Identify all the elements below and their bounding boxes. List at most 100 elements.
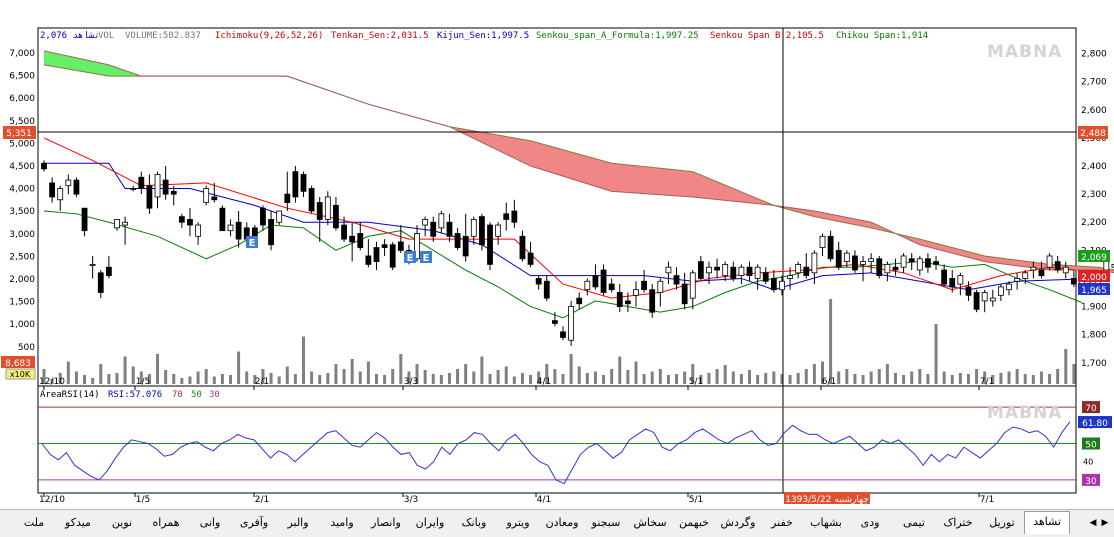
- symbol-tab[interactable]: والبر: [287, 516, 309, 529]
- candle-body: [689, 272, 696, 299]
- candle-body: [470, 219, 477, 237]
- volume-bar: [942, 371, 946, 384]
- candle-body: [203, 188, 210, 203]
- rsi-title: AreaRSI(14): [40, 390, 100, 400]
- left-axis-tick: 4,000: [9, 185, 35, 195]
- candle-body: [454, 233, 461, 248]
- symbol-tab[interactable]: وانی: [199, 516, 221, 529]
- candle-body: [65, 179, 72, 187]
- symbol-tab[interactable]: سخاش: [633, 516, 667, 529]
- volume-bar: [569, 354, 573, 384]
- volume-bar: [180, 378, 184, 384]
- volume-value-badge: [1, 356, 35, 368]
- symbol-tab[interactable]: همراه: [152, 516, 180, 529]
- volume-bar: [188, 376, 192, 384]
- event-marker-icon: [246, 236, 258, 248]
- volume-bar: [602, 375, 606, 384]
- symbol-tab[interactable]: ویترو: [506, 516, 530, 529]
- volume-bar: [58, 373, 62, 384]
- volume-bar: [642, 374, 646, 384]
- tab-scroll-right-icon[interactable]: ▶: [1101, 518, 1109, 528]
- volume-bar: [293, 374, 297, 384]
- volume-bar: [821, 361, 824, 384]
- symbol-tab[interactable]: توریل: [989, 516, 1015, 529]
- volume-bar: [472, 371, 476, 384]
- volume-bar: [1056, 369, 1060, 384]
- candle-body: [860, 261, 866, 265]
- volume-bar: [342, 369, 346, 384]
- symbol-tab[interactable]: وامید: [330, 516, 354, 529]
- symbol-tab[interactable]: خبهمن: [679, 516, 709, 529]
- event-marker-icon: [404, 251, 416, 263]
- symbol-tab[interactable]: وآفری: [239, 516, 269, 529]
- volume-bar: [66, 361, 70, 384]
- candle-body: [284, 193, 291, 203]
- symbol-tab[interactable]: ومعادن: [545, 516, 579, 529]
- candle-body: [41, 162, 47, 170]
- volume-bar: [699, 375, 703, 384]
- candle-body: [1070, 278, 1077, 285]
- symbol-tab[interactable]: میدکو: [65, 516, 91, 529]
- symbol-tab[interactable]: ودی: [860, 516, 880, 529]
- chart-canvas: EE E7,0006,5006,0005,5005,0004,5004,0003,…: [1, 27, 1114, 505]
- volume-bar: [983, 371, 987, 384]
- symbol-tab[interactable]: ملت: [23, 516, 45, 529]
- symbol-tab[interactable]: وبانک: [461, 516, 487, 529]
- volume-bar: [139, 371, 143, 384]
- candle-body: [73, 179, 80, 195]
- candle-body: [762, 272, 769, 282]
- volume-bar: [585, 373, 589, 384]
- candle-body: [900, 255, 907, 268]
- kijun-sen-line: [44, 162, 1074, 291]
- symbol-tab[interactable]: وگردش: [720, 516, 756, 529]
- right-axis-tick: 2,800: [1081, 50, 1107, 60]
- date-axis-label-bottom: 7/1: [980, 495, 994, 505]
- candle-body: [162, 179, 169, 195]
- candle-body: [965, 286, 972, 296]
- right-axis-tick: 2,600: [1081, 106, 1107, 116]
- date-axis-label: 1/5: [136, 377, 150, 387]
- volume-value-badge-label: 8,683: [5, 359, 31, 369]
- right-axis-tick: 2,400: [1081, 162, 1107, 172]
- symbol-tab[interactable]: وانصار: [371, 516, 401, 529]
- volume-bar: [1007, 371, 1011, 384]
- volume-bar: [902, 375, 906, 384]
- candle-body: [511, 210, 518, 223]
- symbol-tab[interactable]: سبجنو: [591, 516, 621, 529]
- volume-bar: [326, 373, 330, 384]
- candle-body: [1006, 283, 1012, 291]
- candle-body: [1111, 263, 1114, 268]
- candle-body: [130, 188, 137, 190]
- candle-body: [916, 258, 923, 271]
- candle-body: [316, 202, 323, 220]
- symbol-tab[interactable]: تیمی: [903, 516, 925, 529]
- symbol-tab[interactable]: وایران: [415, 516, 445, 529]
- symbol-tab[interactable]: نوین: [111, 516, 133, 529]
- tab-scroll-left-icon[interactable]: ◀: [1089, 518, 1097, 528]
- volume-bar: [1072, 364, 1076, 384]
- candle-body: [333, 204, 339, 229]
- price-value-tag: [1078, 270, 1110, 282]
- volume-bar: [545, 364, 549, 384]
- candle-body: [146, 185, 153, 209]
- candle-body: [657, 280, 664, 293]
- candle-body: [1030, 266, 1037, 271]
- candle-body: [235, 221, 242, 240]
- candle-body: [446, 221, 453, 237]
- volume-bar: [707, 373, 711, 384]
- left-axis-tick: 3,500: [9, 207, 35, 217]
- symbol-tab[interactable]: خفنر: [771, 516, 793, 529]
- right-axis-tick: 1,700: [1081, 359, 1107, 369]
- left-axis-tick: 3,000: [9, 230, 35, 240]
- volume-bar: [577, 366, 581, 384]
- symbol-tab[interactable]: تشاهد: [1024, 511, 1070, 534]
- symbol-tab[interactable]: بشهاب: [810, 516, 842, 529]
- price-panel-frame: [37, 27, 1077, 387]
- symbol-tab[interactable]: ختراک: [943, 516, 973, 529]
- volume-bar: [748, 370, 752, 384]
- volume-bar: [650, 371, 654, 384]
- vol-label: VOL: [98, 31, 115, 41]
- rsi-level-badge-label: 70: [1085, 404, 1097, 414]
- candle-body: [422, 219, 429, 226]
- volume-bar: [220, 374, 224, 384]
